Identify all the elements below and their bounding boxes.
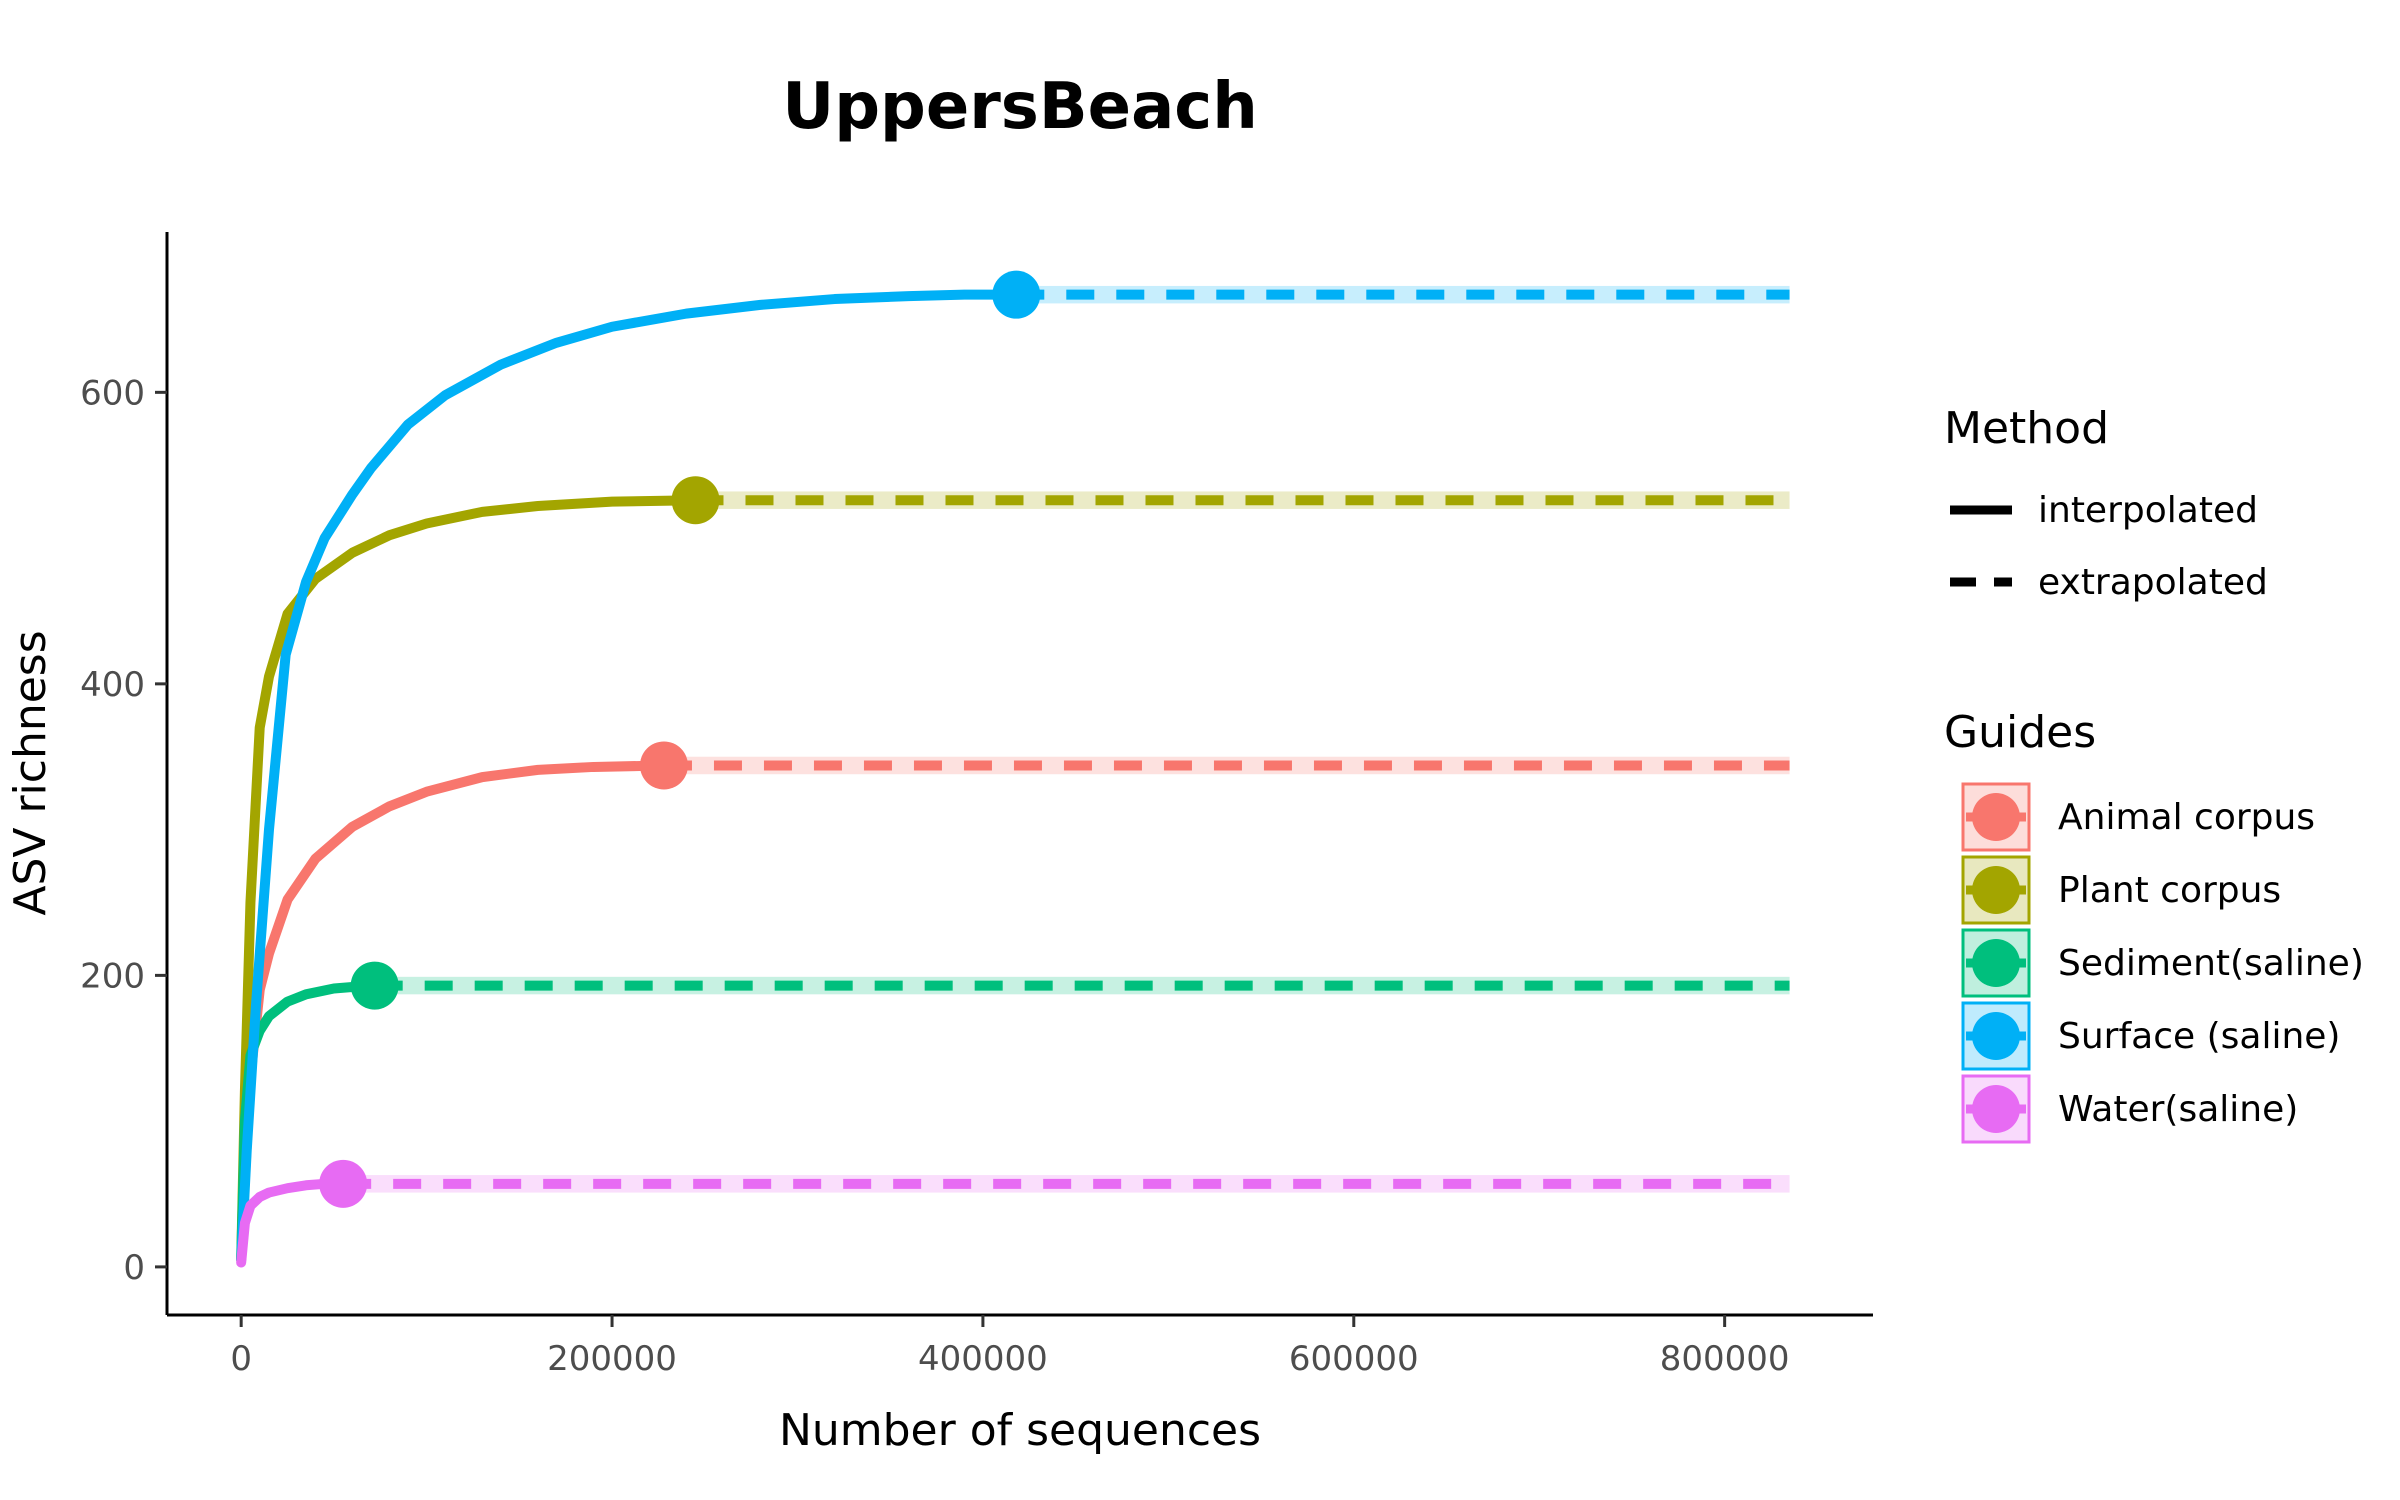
method-legend: Method interpolated extrapolated [1944, 403, 2268, 603]
guides-legend-label-water-saline: Water(saline) [2058, 1089, 2298, 1130]
observed-point-plant-corpus [671, 476, 720, 525]
x-axis-ticks: 0 200000 400000 600000 800000 [230, 1315, 1790, 1379]
guides-legend-label-surface-saline: Surface (saline) [2058, 1016, 2340, 1057]
chart-title: UppersBeach [782, 70, 1258, 144]
y-tick-label: 600 [80, 373, 145, 413]
method-legend-label-interpolated: interpolated [2038, 490, 2258, 531]
x-tick-label: 800000 [1660, 1339, 1790, 1379]
guides-legend-label-animal-corpus: Animal corpus [2058, 797, 2315, 838]
guides-legend-key-water-saline [1961, 1074, 2031, 1144]
interpolated-line-plant-corpus [236, 495, 701, 1265]
y-axis-title: ASV richness [5, 630, 56, 915]
guides-legend-label-plant-corpus: Plant corpus [2058, 870, 2281, 911]
guides-legend-key-sediment-saline [1961, 928, 2031, 998]
guides-legend-key-animal-corpus [1961, 782, 2031, 852]
plot-area [236, 270, 1790, 1268]
interpolated-lines [236, 289, 1022, 1268]
confidence-band-surface-saline [1016, 285, 1790, 304]
interpolated-line-sediment-saline [236, 980, 380, 1265]
y-axis-ticks: 0 200 400 600 [80, 373, 167, 1288]
x-tick-label: 400000 [918, 1339, 1048, 1379]
observed-point-surface-saline [992, 270, 1041, 319]
method-legend-label-extrapolated: extrapolated [2038, 562, 2268, 603]
observed-points [319, 270, 1041, 1208]
observed-point-water-saline [319, 1159, 368, 1208]
x-tick-label: 200000 [547, 1339, 677, 1379]
guides-legend: Guides Animal corpus Plant corpus Sediment… [1944, 707, 2364, 1144]
observed-point-sediment-saline [350, 961, 399, 1010]
x-tick-label: 0 [230, 1339, 252, 1379]
interpolated-line-water-saline [236, 1178, 349, 1268]
guides-legend-label-sediment-saline: Sediment(saline) [2058, 943, 2364, 984]
x-axis-title: Number of sequences [779, 1405, 1261, 1456]
interpolated-line-surface-saline [236, 289, 1022, 1265]
y-tick-label: 400 [80, 665, 145, 705]
confidence-bands [343, 285, 1790, 1193]
observed-point-animal-corpus [639, 741, 688, 790]
x-tick-label: 600000 [1289, 1339, 1419, 1379]
extrapolated-lines [343, 289, 1790, 1189]
guides-legend-key-plant-corpus [1961, 855, 2031, 925]
y-tick-label: 0 [123, 1248, 145, 1288]
y-tick-label: 200 [80, 956, 145, 996]
method-legend-title: Method [1944, 403, 2109, 454]
guides-legend-title: Guides [1944, 707, 2096, 758]
guides-legend-key-surface-saline [1961, 1001, 2031, 1071]
